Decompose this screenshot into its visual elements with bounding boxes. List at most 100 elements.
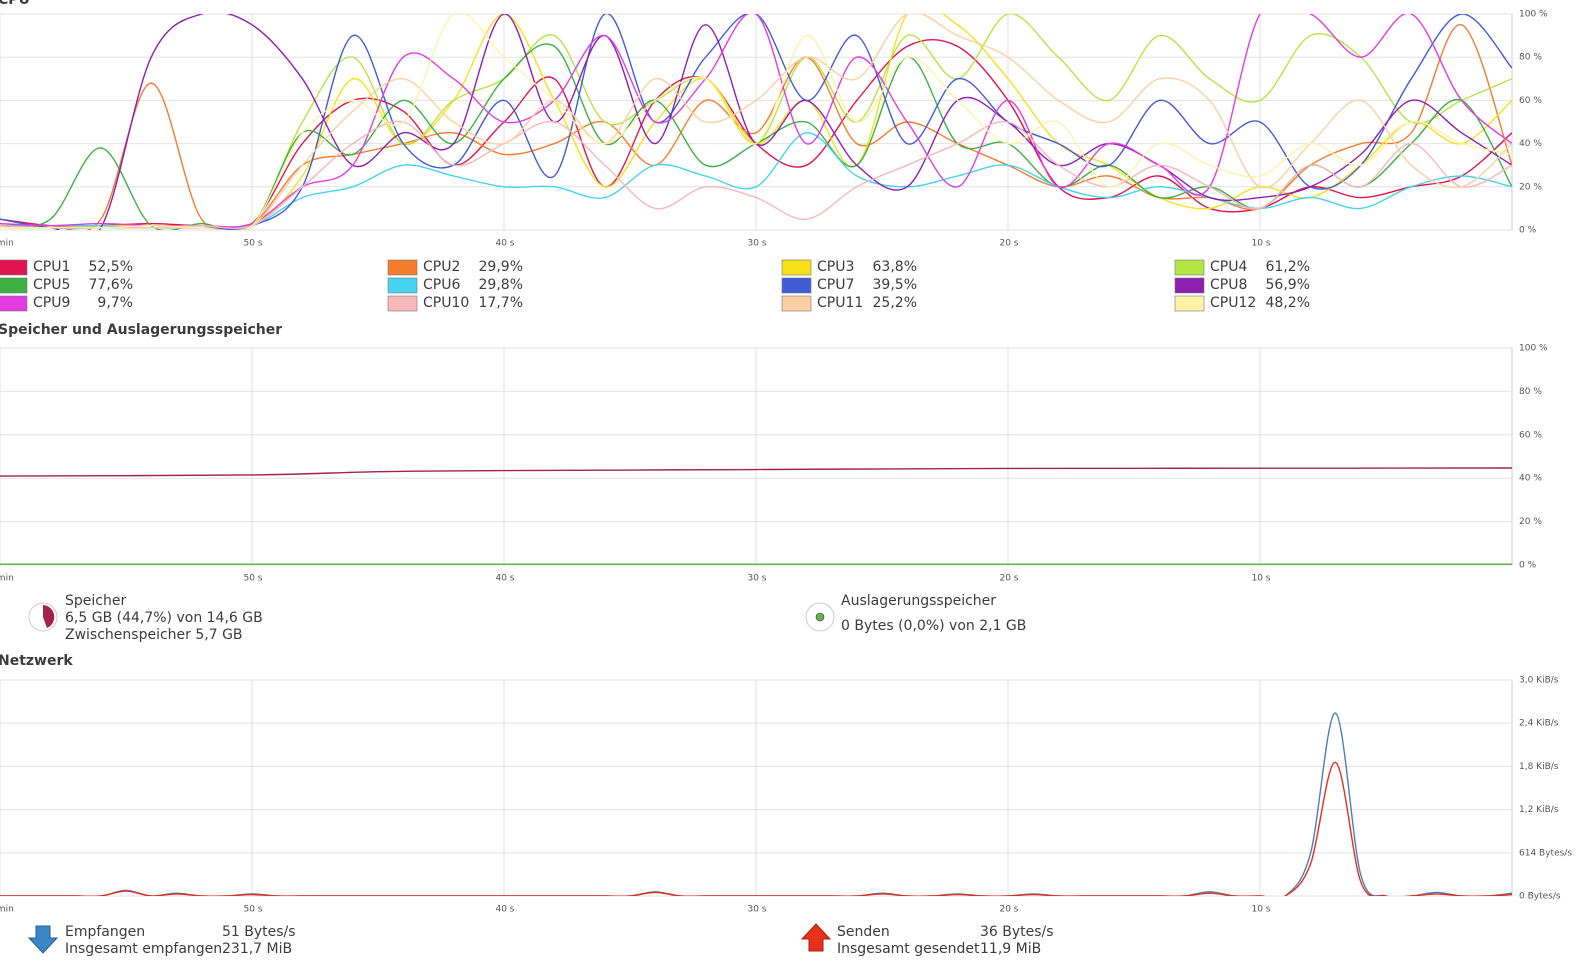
- memory-usage: 6,5 GB (44,7%) von 14,6 GB: [65, 610, 263, 626]
- x-tick-label: 30 s: [747, 574, 766, 584]
- legend-value: 48,2%: [1266, 295, 1310, 311]
- legend-swatch: [1174, 295, 1205, 312]
- legend-swatch: [1174, 259, 1205, 276]
- series-group: [0, 14, 1512, 230]
- x-tick-label: 40 s: [495, 905, 514, 915]
- y-tick-label: 20 %: [1519, 517, 1542, 527]
- y-tick-label: 100 %: [1519, 10, 1548, 20]
- y-tick-label: 40 %: [1519, 139, 1542, 149]
- y-tick-label: 0 Bytes/s: [1519, 892, 1561, 902]
- rx-total-label: Insgesamt empfangen: [65, 941, 222, 957]
- legend-name: CPU3: [817, 259, 854, 275]
- x-tick-label: 20 s: [999, 574, 1018, 584]
- series-line: [0, 14, 1512, 230]
- tx-label: Senden: [837, 924, 890, 940]
- legend-name: CPU2: [423, 259, 460, 275]
- y-tick-label: 60 %: [1519, 96, 1542, 106]
- series-line: [0, 467, 1512, 477]
- legend-value: 9,7%: [97, 295, 133, 311]
- x-tick-label: 50 s: [243, 574, 262, 584]
- x-tick-label: 30 s: [747, 905, 766, 915]
- rx-rate: 51 Bytes/s: [222, 924, 296, 940]
- x-tick-label: 40 s: [495, 574, 514, 584]
- y-tick-label: 80 %: [1519, 387, 1542, 397]
- rx-label: Empfangen: [65, 924, 145, 940]
- y-tick-label: 3,0 KiB/s: [1519, 676, 1559, 686]
- x-tick-label: 40 s: [495, 239, 514, 249]
- x-tick-label: 10 s: [1251, 905, 1270, 915]
- legend-name: CPU9: [33, 295, 70, 311]
- series-line: [0, 14, 1512, 230]
- y-tick-label: 0 %: [1519, 226, 1537, 236]
- legend-name: CPU12: [1210, 295, 1256, 311]
- y-tick-label: 1,2 KiB/s: [1519, 805, 1559, 815]
- legend-value: 63,8%: [873, 259, 917, 275]
- legend-value: 39,5%: [873, 277, 917, 293]
- legend-swatch: [0, 295, 28, 312]
- series-line: [0, 38, 1512, 230]
- series-line: [0, 120, 1512, 230]
- x-tick-label: 20 s: [999, 239, 1018, 249]
- tx-total-label: Insgesamt gesendet: [837, 941, 980, 957]
- x-tick-label: 10 s: [1251, 239, 1270, 249]
- legend-value: 17,7%: [479, 295, 523, 311]
- y-tick-label: 20 %: [1519, 182, 1542, 192]
- swap-label: Auslagerungsspeicher: [841, 593, 996, 609]
- legend-name: CPU7: [817, 277, 854, 293]
- upload-icon: [800, 923, 832, 952]
- tx-rate: 36 Bytes/s: [980, 924, 1054, 940]
- legend-value: 56,9%: [1266, 277, 1310, 293]
- legend-value: 29,8%: [479, 277, 523, 293]
- section-title: Netzwerk: [0, 653, 73, 669]
- memory-icon: [28, 602, 58, 632]
- series-line: [0, 761, 1512, 896]
- legend-swatch: [781, 259, 812, 276]
- x-tick-label: 1 min: [0, 905, 14, 915]
- y-tick-label: 0 %: [1519, 561, 1537, 571]
- legend-swatch: [387, 295, 418, 312]
- legend-value: 61,2%: [1266, 259, 1310, 275]
- y-tick-label: 614 Bytes/s: [1519, 848, 1572, 858]
- x-tick-label: 20 s: [999, 905, 1018, 915]
- legend-name: CPU8: [1210, 277, 1247, 293]
- x-tick-label: 1 min: [0, 574, 14, 584]
- x-tick-label: 1 min: [0, 239, 14, 249]
- x-tick-label: 50 s: [243, 905, 262, 915]
- y-tick-label: 60 %: [1519, 430, 1542, 440]
- download-icon: [27, 925, 59, 954]
- legend-name: CPU10: [423, 295, 469, 311]
- legend-value: 29,9%: [479, 259, 523, 275]
- legend-swatch: [387, 259, 418, 276]
- legend-swatch: [0, 259, 28, 276]
- series-line: [0, 14, 1512, 230]
- x-tick-label: 50 s: [243, 239, 262, 249]
- legend-name: CPU1: [33, 259, 70, 275]
- x-tick-label: 10 s: [1251, 574, 1270, 584]
- legend-name: CPU5: [33, 277, 70, 293]
- y-tick-label: 80 %: [1519, 53, 1542, 63]
- series-line: [0, 14, 1512, 230]
- legend-name: CPU11: [817, 295, 863, 311]
- legend-swatch: [781, 295, 812, 312]
- swap-icon: [805, 602, 835, 632]
- legend-swatch: [1174, 277, 1205, 294]
- y-tick-label: 2,4 KiB/s: [1519, 719, 1559, 729]
- section-title: CPU: [0, 0, 30, 8]
- legend-value: 77,6%: [89, 277, 133, 293]
- y-tick-label: 1,8 KiB/s: [1519, 762, 1559, 772]
- section-title: Speicher und Auslagerungsspeicher: [0, 322, 282, 338]
- legend-name: CPU6: [423, 277, 460, 293]
- tx-total: 11,9 MiB: [980, 941, 1041, 957]
- series-group: [0, 467, 1512, 565]
- legend-swatch: [0, 277, 28, 294]
- series-group: [0, 712, 1512, 896]
- legend-value: 25,2%: [873, 295, 917, 311]
- memory-label: Speicher: [65, 593, 126, 609]
- legend-swatch: [781, 277, 812, 294]
- y-tick-label: 100 %: [1519, 344, 1548, 354]
- x-tick-label: 30 s: [747, 239, 766, 249]
- y-tick-label: 40 %: [1519, 474, 1542, 484]
- swap-usage: 0 Bytes (0,0%) von 2,1 GB: [841, 618, 1026, 634]
- memory-cache: Zwischenspeicher 5,7 GB: [65, 627, 243, 643]
